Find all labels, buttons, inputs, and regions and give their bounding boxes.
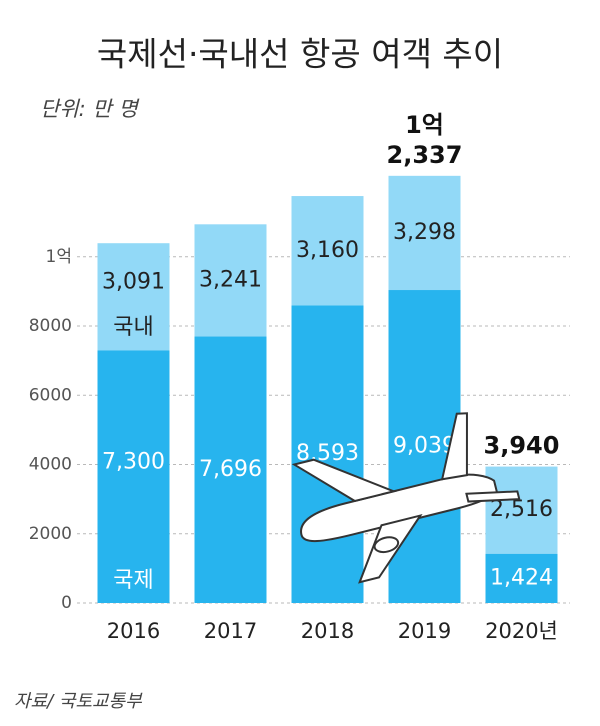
value-label: 7,696: [199, 457, 262, 482]
y-tick-label: 6000: [29, 385, 72, 405]
total-label: 2,337: [387, 141, 463, 169]
value-label: 3,298: [393, 220, 456, 245]
x-tick-label: 2020년: [485, 619, 558, 643]
x-tick-label: 2016: [107, 619, 160, 643]
x-tick-label: 2018: [301, 619, 354, 643]
chart-subtitle: 단위: 만 명: [40, 97, 140, 121]
bar-segment: [388, 175, 461, 291]
value-label: 2,516: [490, 497, 553, 522]
x-tick-label: 2017: [204, 619, 257, 643]
y-tick-label: 4000: [29, 455, 72, 475]
y-tick-label: 2000: [29, 524, 72, 544]
y-tick-label: 8000: [29, 316, 72, 336]
bar-segment: [291, 305, 364, 603]
source: 자료/ 국토교통부: [14, 691, 143, 712]
value-label: 9,039: [393, 434, 456, 459]
y-tick-label: 1억: [46, 247, 72, 267]
bar-segment: [194, 336, 267, 603]
series-label: 국내: [113, 315, 153, 340]
value-label: 3,241: [199, 267, 262, 292]
chart-title: 국제선·국내선 항공 여객 추이: [97, 35, 503, 74]
bar-segment: [485, 553, 558, 603]
value-label: 3,091: [102, 270, 165, 295]
series-label: 국제: [113, 568, 153, 593]
x-tick-label: 2019: [398, 619, 451, 643]
bar-segment: [97, 243, 170, 351]
bar-segment: [194, 224, 267, 337]
value-label: 3,160: [296, 238, 359, 263]
total-label: 3,940: [484, 432, 560, 460]
airplane-illustration: [291, 412, 521, 584]
bar-segment: [291, 196, 364, 306]
y-tick-label: 0: [61, 593, 72, 613]
plot: 0 2000 4000 6000 8000 1억 7,300 국제 3,091 국내 2016 7,6…: [29, 111, 570, 643]
bar-segment: [97, 350, 170, 603]
value-label: 1,424: [490, 565, 553, 590]
total-label: 1억: [405, 111, 444, 139]
bar-segment: [485, 466, 558, 554]
value-label: 7,300: [102, 450, 165, 475]
